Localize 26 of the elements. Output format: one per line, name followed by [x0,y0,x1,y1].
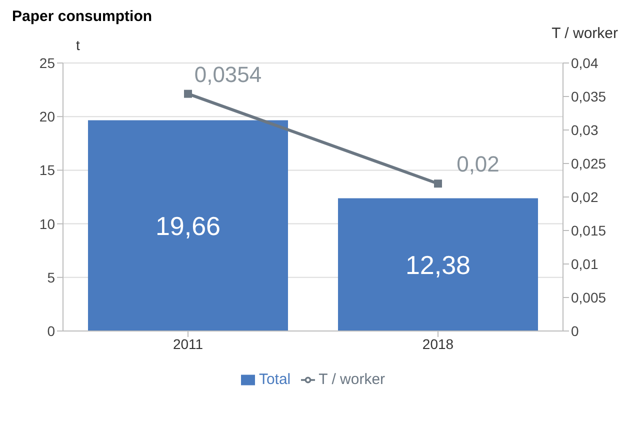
y2-axis-title: T / worker [552,25,618,42]
y2-tick-label: 0,025 [571,155,606,172]
legend-label: T / worker [318,371,386,388]
y2-tick-label: 0,03 [571,122,598,138]
data-label: 0,02 [456,152,500,177]
y-tick-label: 20 [39,108,56,125]
data-label: 0,0354 [194,62,262,87]
y-tick-label: 25 [39,54,56,71]
y-tick-label: 5 [47,269,56,286]
y-axis-title: t [76,37,80,53]
x-tick-label: 2011 [172,336,204,352]
y-tick-label: 10 [39,216,56,232]
y2-tick-label: 0,01 [571,256,598,272]
y-tick-label: 15 [39,162,56,178]
data-label: 19,66 [155,210,221,241]
y2-tick-label: 0,02 [571,188,598,205]
y2-tick-label: 0,015 [571,222,606,238]
y2-tick-label: 0,035 [571,88,606,104]
data-label: 12,38 [405,250,471,280]
x-tick-label: 2018 [422,336,454,352]
y2-tick-label: 0,005 [571,289,606,306]
chart-title: Paper consumption [12,8,154,25]
y-tick-label: 0 [47,322,56,339]
y2-tick-label: 0,04 [571,54,598,71]
legend-label: Total [258,371,291,388]
y2-tick-label: 0 [571,322,579,339]
